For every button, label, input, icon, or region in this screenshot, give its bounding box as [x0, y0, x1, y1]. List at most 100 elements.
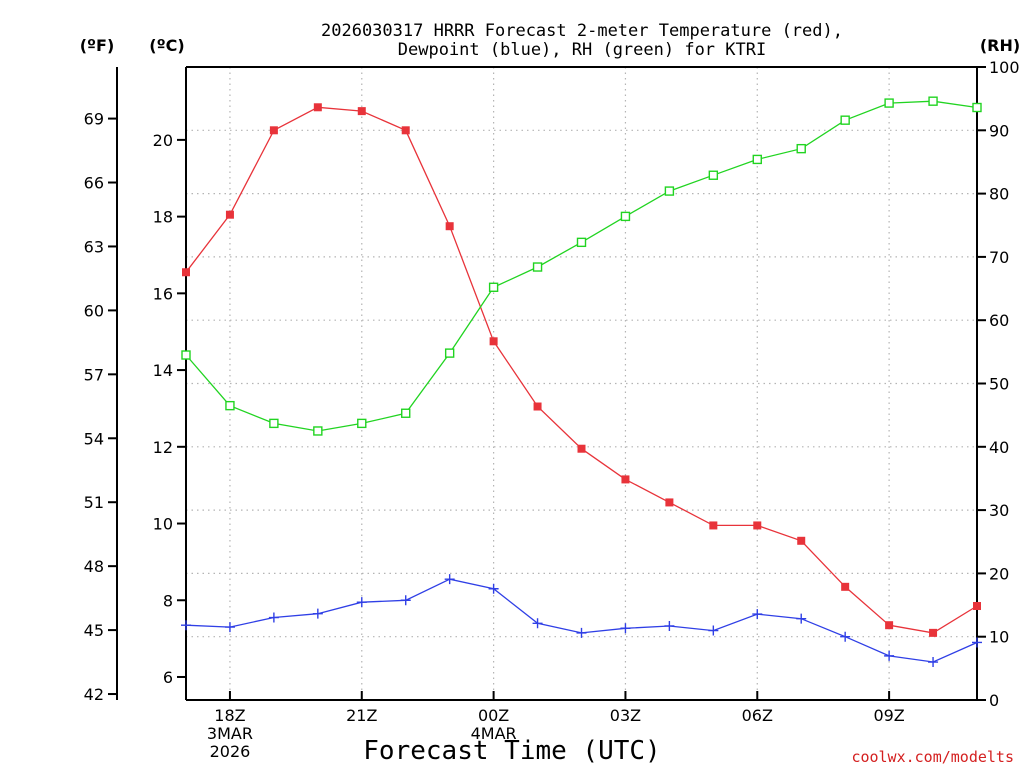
axes: 6 8 10 12 14 16 18 20 42 45 48 51 54 57 60 63 66 69 0 10 20 3…	[84, 58, 1020, 761]
x-tick-label: 3MAR	[207, 724, 253, 743]
chart-title-line-1: 2026030317 HRRR Forecast 2-meter Tempera…	[321, 21, 843, 41]
temperature-marker	[885, 621, 894, 630]
dewpoint-marker	[400, 595, 411, 606]
dewpoint-marker	[181, 620, 191, 631]
fahrenheit-tick-label: 42	[84, 685, 104, 704]
rh-tick-label: 70	[989, 248, 1009, 267]
temperature-marker	[577, 444, 586, 453]
celsius-tick-label: 18	[153, 208, 173, 227]
dewpoint-marker	[664, 620, 675, 631]
dewpoint-marker	[312, 608, 323, 619]
rh-marker	[576, 237, 587, 248]
rh-tick-label: 100	[989, 58, 1020, 77]
rh-tick-label: 0	[989, 691, 999, 710]
fahrenheit-tick-label: 60	[84, 301, 104, 320]
temperature-marker	[709, 521, 718, 530]
fahrenheit-tick-label: 54	[84, 429, 104, 448]
celsius-unit-label: (ºC)	[149, 36, 184, 55]
rh-marker	[664, 186, 675, 196]
temperature-marker	[357, 107, 366, 116]
temperature-marker	[401, 126, 410, 135]
dewpoint-marker	[224, 622, 235, 633]
rh-marker	[488, 282, 499, 292]
temperature-marker	[665, 498, 674, 507]
x-tick-label: 21Z	[346, 706, 377, 725]
rh-marker	[928, 96, 938, 106]
dewpoint-marker	[356, 597, 367, 608]
celsius-tick-label: 8	[163, 591, 173, 610]
dewpoint-marker	[444, 574, 455, 585]
fahrenheit-tick-label: 63	[84, 237, 104, 256]
x-tick-label: 09Z	[873, 706, 904, 725]
celsius-tick-label: 14	[153, 361, 173, 380]
x-tick-label: 03Z	[610, 706, 641, 725]
fahrenheit-tick-label: 48	[84, 557, 104, 576]
temperature-marker	[929, 628, 938, 637]
dewpoint-marker	[488, 583, 499, 594]
x-axis-title: Forecast Time (UTC)	[363, 736, 660, 766]
fahrenheit-unit-label: (ºF)	[80, 36, 115, 55]
celsius-tick-label: 6	[163, 668, 173, 687]
dewpoint-marker	[268, 612, 279, 623]
temperature-marker	[621, 475, 630, 484]
rh-tick-label: 80	[989, 185, 1009, 204]
rh-marker	[444, 348, 455, 358]
temperature-marker	[489, 337, 498, 346]
rh-tick-label: 50	[989, 375, 1009, 394]
grid-lines	[186, 67, 977, 700]
rh-marker	[884, 98, 894, 108]
x-tick-label: 06Z	[742, 706, 773, 725]
rh-tick-label: 90	[989, 121, 1009, 140]
dewpoint-marker	[972, 637, 982, 648]
celsius-tick-label: 20	[153, 131, 173, 150]
rh-tick-label: 60	[989, 311, 1009, 330]
temperature-marker	[445, 222, 454, 231]
fahrenheit-tick-label: 45	[84, 621, 104, 640]
dewpoint-marker	[576, 627, 587, 638]
temperature-marker	[313, 103, 322, 112]
data-series	[181, 96, 982, 668]
dewpoint-marker	[532, 618, 543, 629]
x-tick-label: 18Z	[214, 706, 245, 725]
x-tick-label: 2026	[210, 742, 251, 761]
rh-marker	[752, 154, 762, 165]
temperature-marker	[533, 402, 542, 411]
rh-marker	[313, 426, 323, 436]
rh-marker	[708, 170, 719, 180]
temperature-marker	[841, 582, 850, 591]
fahrenheit-tick-label: 57	[84, 365, 104, 384]
rh-tick-label: 20	[989, 564, 1009, 583]
dewpoint-marker	[708, 625, 719, 636]
celsius-tick-label: 12	[153, 438, 173, 457]
celsius-tick-label: 16	[153, 284, 173, 303]
rh-marker	[972, 102, 982, 113]
chart-title-line-2: Dewpoint (blue), RH (green) for KTRI	[398, 40, 766, 60]
celsius-tick-label: 10	[153, 515, 173, 534]
rh-marker	[401, 408, 411, 418]
dewpoint-marker	[796, 613, 807, 624]
dewpoint-marker	[620, 623, 631, 634]
rh-marker	[532, 262, 543, 272]
fahrenheit-tick-label: 69	[84, 110, 104, 129]
temperature-marker	[269, 126, 278, 135]
dewpoint-marker	[752, 609, 763, 620]
rh-tick-label: 10	[989, 628, 1009, 647]
rh-tick-label: 40	[989, 438, 1009, 457]
fahrenheit-tick-label: 51	[84, 493, 104, 512]
dewpoint-marker	[884, 650, 895, 661]
temperature-marker	[753, 521, 762, 530]
rh-marker	[796, 143, 806, 154]
credit-link[interactable]: coolwx.com/modelts	[851, 748, 1014, 766]
rh-marker	[181, 350, 191, 360]
temperature-marker	[182, 268, 190, 277]
dewpoint-marker	[928, 657, 939, 668]
fahrenheit-tick-label: 66	[84, 174, 104, 193]
rh-marker	[357, 418, 367, 429]
temperature-marker	[225, 210, 234, 219]
rh-marker	[840, 115, 850, 125]
rh-tick-label: 30	[989, 501, 1009, 520]
x-tick-label: 4MAR	[471, 724, 517, 743]
rh-marker	[620, 211, 631, 222]
rh-marker	[225, 400, 235, 411]
